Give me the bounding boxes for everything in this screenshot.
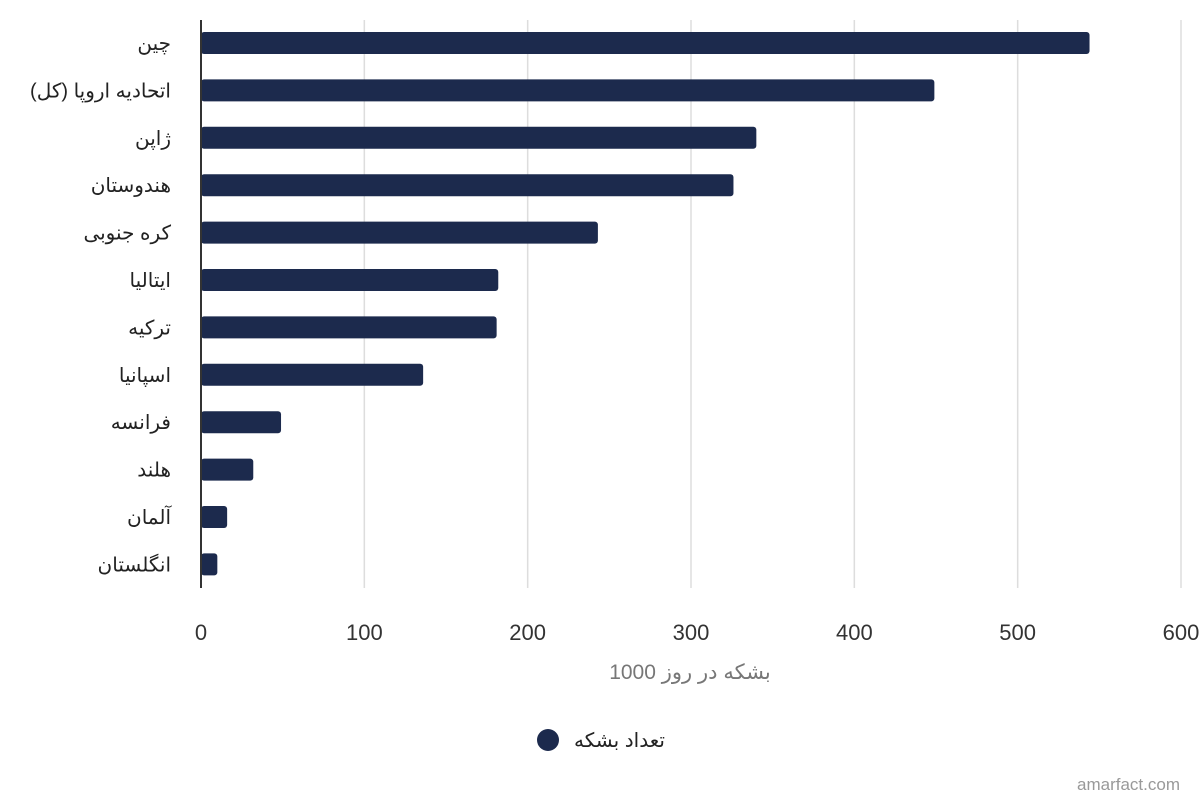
- category-label: ایتالیا: [130, 270, 171, 292]
- category-label: هلند: [137, 460, 171, 482]
- category-label: ترکیه: [128, 317, 171, 339]
- bar: [201, 458, 254, 481]
- x-tick-label: 100: [346, 620, 383, 645]
- category-label: اتحادیه اروپا (کل): [30, 80, 171, 103]
- x-axis-title: بشکه در روز 1000: [609, 661, 771, 684]
- category-label: چین: [137, 33, 171, 55]
- x-tick-labels: 0 100 200 300 400 500 600: [195, 620, 1199, 645]
- bar: [201, 174, 734, 197]
- category-label: ژاپن: [135, 128, 171, 151]
- bar: [201, 506, 228, 528]
- bar: [201, 221, 598, 244]
- bars: [201, 32, 1090, 576]
- category-label: کره جنوبی: [83, 223, 171, 245]
- bar: [201, 269, 499, 291]
- bar: [201, 79, 935, 102]
- bar: [201, 126, 757, 149]
- bar: [201, 32, 1090, 54]
- category-label: آلمان: [127, 504, 172, 529]
- category-label: هندوستان: [91, 175, 171, 197]
- category-label: اسپانیا: [119, 365, 171, 388]
- legend: تعداد بشکه: [537, 729, 665, 752]
- bar: [201, 363, 424, 386]
- category-labels: چین اتحادیه اروپا (کل) ژاپن هندوستان کره جنو…: [30, 33, 172, 576]
- gridlines: [363, 20, 1182, 588]
- x-tick-label: 0: [195, 620, 207, 645]
- legend-label: تعداد بشکه: [574, 730, 665, 752]
- bar: [201, 553, 218, 576]
- x-tick-label: 200: [509, 620, 546, 645]
- x-tick-label: 400: [836, 620, 873, 645]
- x-tick-label: 300: [673, 620, 710, 645]
- legend-marker: [537, 729, 559, 751]
- x-tick-label: 600: [1163, 620, 1200, 645]
- bar: [201, 411, 282, 434]
- bar: [201, 316, 497, 339]
- watermark: amarfact.com: [1077, 775, 1180, 794]
- category-label: انگلستان: [98, 553, 171, 576]
- category-label: فرانسه: [111, 412, 171, 434]
- x-tick-label: 500: [999, 620, 1036, 645]
